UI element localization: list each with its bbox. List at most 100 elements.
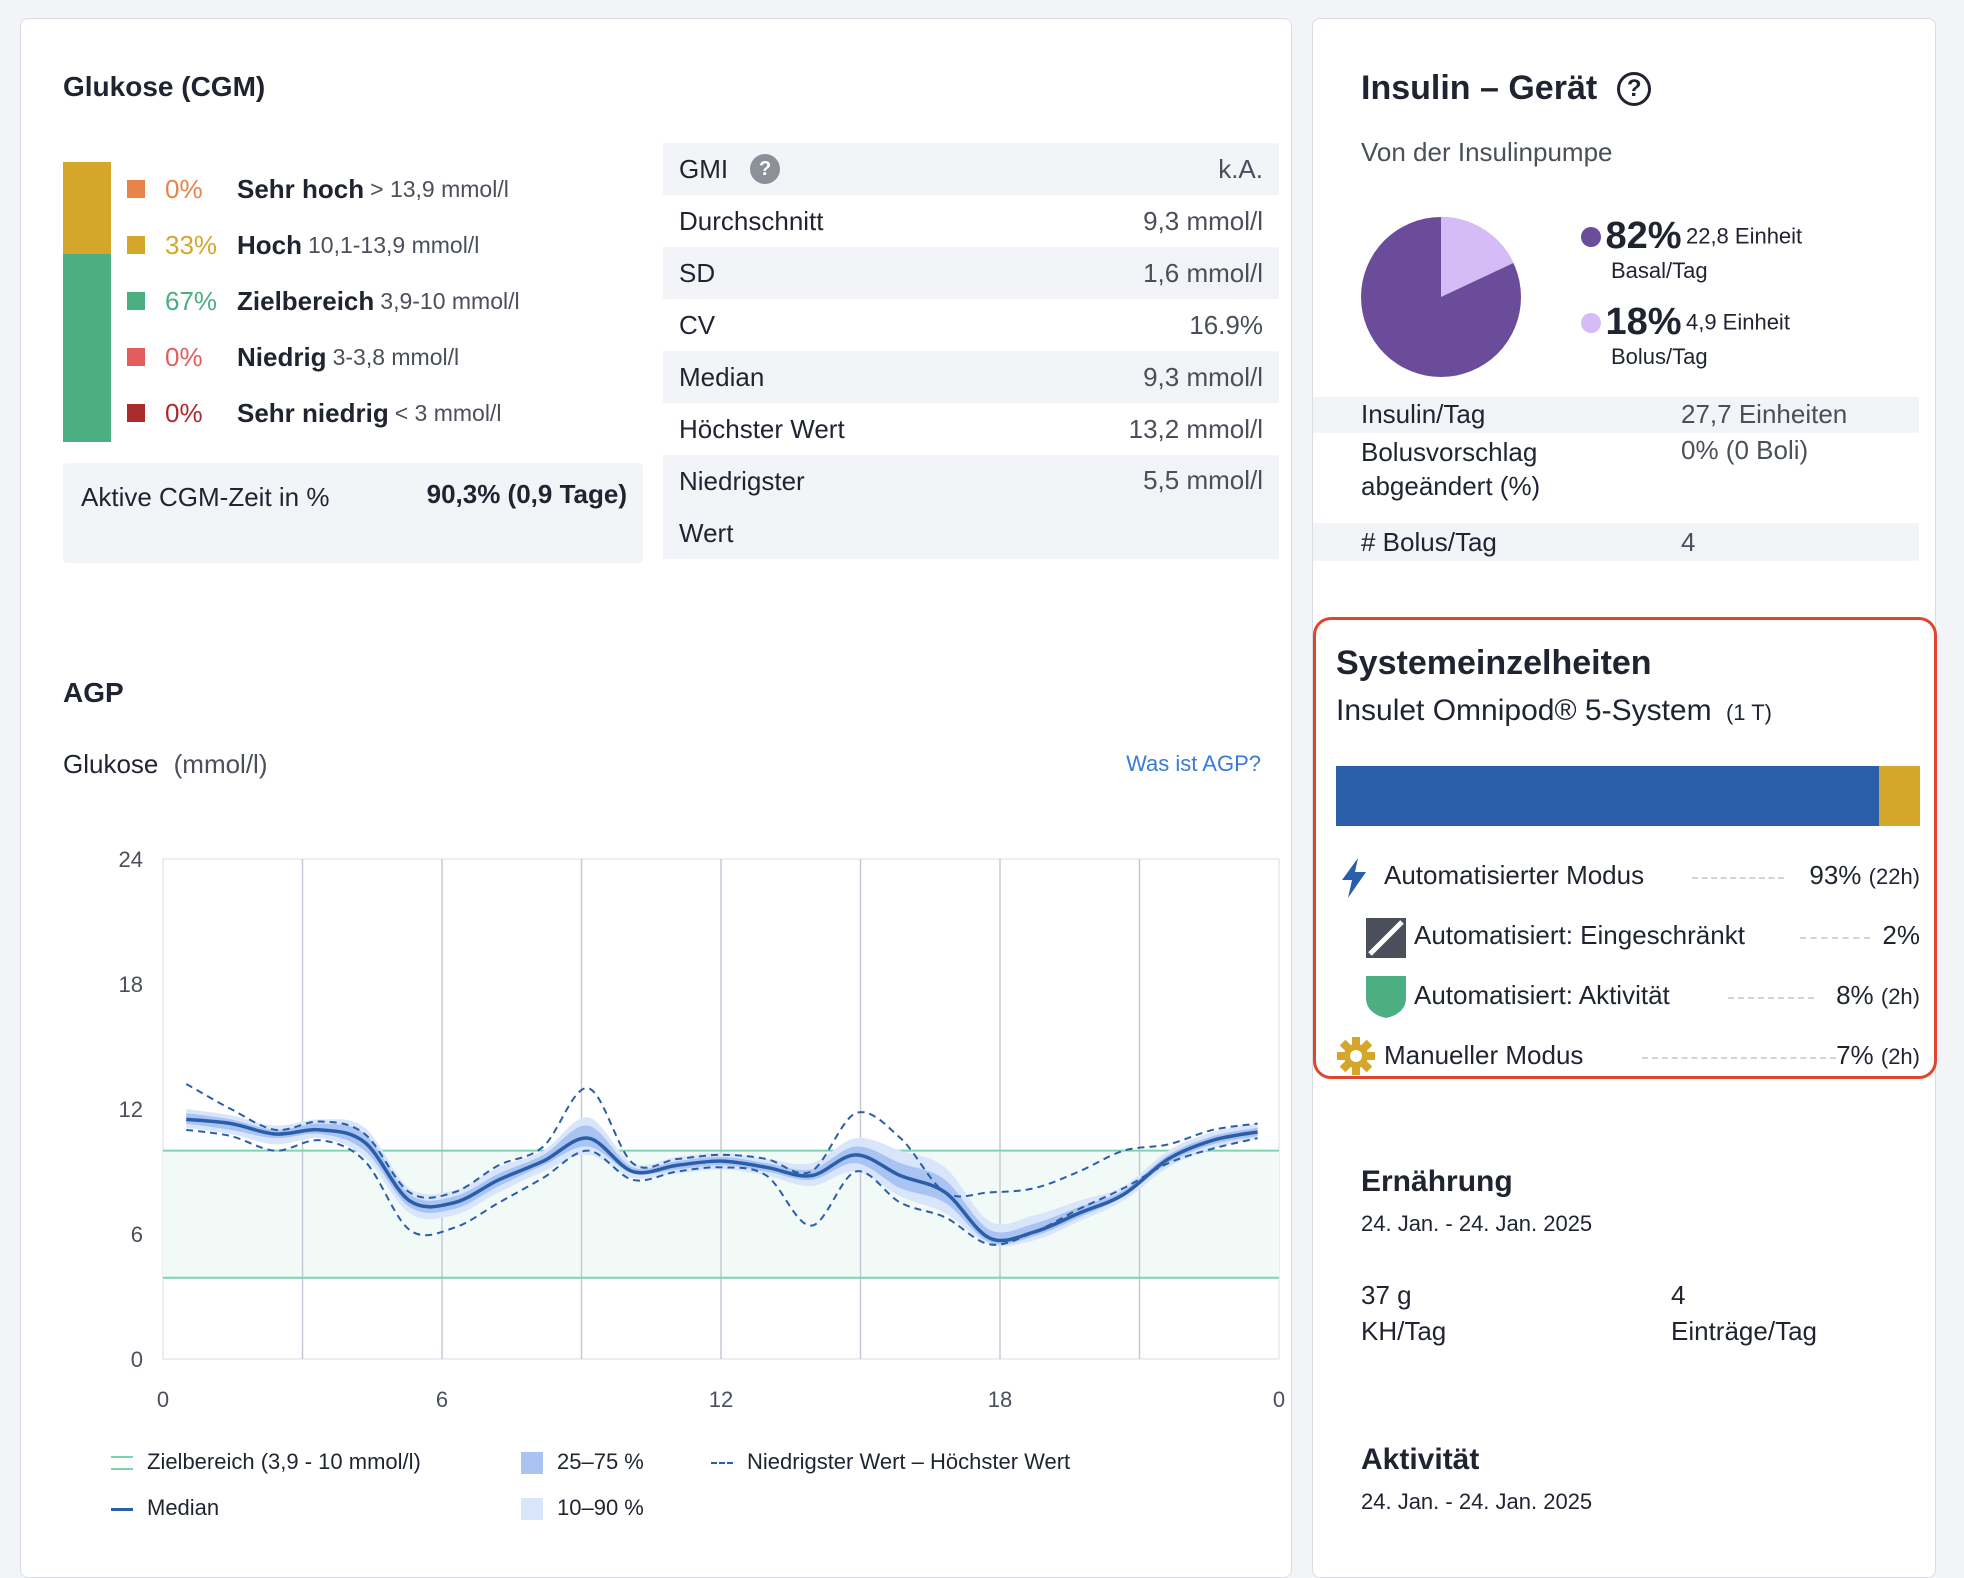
stats-label: SD [679, 257, 716, 288]
legend-p10-90-swatch [521, 1498, 543, 1521]
nutrition-carbs-value: 37 g [1361, 1280, 1412, 1310]
tir-segment-high [63, 162, 111, 255]
range-label: Zielbereich [237, 285, 375, 316]
range-value: > 13,9 mmol/l [370, 175, 509, 202]
y-tick-label: 6 [131, 1222, 143, 1247]
pie-slice-bolus [1441, 217, 1514, 297]
mode-dur-activity: (2h) [1880, 984, 1920, 1009]
mode-row-limited: Automatisiert: Eingeschränkt 2% [1336, 916, 1920, 958]
y-tick-label: 12 [119, 1097, 143, 1122]
stats-value: 5,5 mmol/l [1143, 465, 1263, 495]
what-is-agp-link[interactable]: Was ist AGP? [1126, 751, 1261, 776]
nutrition-title: Ernährung [1361, 1165, 1513, 1198]
basal-legend: 82% 22,8 Einheit Basal/Tag [1581, 215, 1802, 284]
band-10-90 [186, 1109, 1258, 1247]
legend-minmax-swatch [711, 1462, 733, 1465]
insulin-row-stripe-1 [1313, 397, 1919, 433]
gear-icon [1337, 1037, 1375, 1075]
insulin-table: Insulin/Tag 27,7 Einheiten Bolusvorschla… [1313, 397, 1919, 561]
insulin-row-value-2: 0% (0 Boli) [1681, 435, 1809, 465]
agp-ylabel: Glukose (mmol/l) [63, 749, 268, 780]
legend-target-swatch [111, 1456, 133, 1471]
mode-pct-activity: 8% [1836, 980, 1874, 1010]
mode-pct-automated: 93% [1809, 860, 1862, 890]
agp-ylabel-bold: Glukose [63, 749, 159, 779]
activity-title: Aktivität [1361, 1443, 1480, 1476]
stats-label-wrap: GMI? [679, 154, 781, 185]
bolus-amount: 4,9 Einheit [1685, 309, 1790, 335]
range-swatch [127, 236, 145, 254]
system-details-panel: Systemeinzelheiten Insulet Omnipod® 5-Sy… [1313, 617, 1937, 1079]
mode-value-limited: 2% [1882, 920, 1920, 951]
legend-median: Median [111, 1495, 219, 1521]
insulin-title-text: Insulin – Gerät [1361, 69, 1598, 107]
range-swatch [127, 348, 145, 366]
stats-value: 1,6 mmol/l [1143, 257, 1263, 288]
mode-usage-bar [1336, 766, 1920, 826]
insulin-pie-chart [1361, 217, 1521, 377]
tir-segment-target [63, 254, 111, 442]
x-tick-label: 18 [988, 1387, 1012, 1412]
basal-amount: 22,8 Einheit [1685, 223, 1803, 249]
mode-value-manual: 7% (2h) [1836, 1040, 1920, 1071]
bolus-dot [1581, 312, 1601, 333]
x-tick-label: 6 [436, 1387, 448, 1412]
x-tick-label: 0 [157, 1387, 169, 1412]
bolus-label: Bolus/Tag [1611, 344, 1708, 369]
agp-legend: Zielbereich (3,9 - 10 mmol/l) Median 25–… [111, 1449, 1211, 1539]
basal-label: Basal/Tag [1611, 258, 1708, 283]
stats-row: Durchschnitt 9,3 mmol/l [663, 195, 1279, 247]
mode-pct-limited: 2% [1882, 920, 1920, 950]
mode-bar-manual [1879, 766, 1920, 826]
nutrition-date: 24. Jan. - 24. Jan. 2025 [1361, 1211, 1593, 1236]
lightning-icon [1342, 858, 1366, 898]
range-value: 3-3,8 mmol/l [332, 343, 460, 370]
nutrition-carbs: 37 g KH/Tag [1361, 1277, 1446, 1349]
legend-iqr-swatch [521, 1452, 543, 1475]
stats-value: 9,3 mmol/l [1143, 205, 1263, 236]
stats-value: 9,3 mmol/l [1143, 361, 1263, 392]
range-item: 67% Zielbereich 3,9-10 mmol/l [127, 283, 520, 319]
x-tick-label: 12 [709, 1387, 733, 1412]
range-item: 33% Hoch 10,1-13,9 mmol/l [127, 227, 479, 263]
nutrition-carbs-label: KH/Tag [1361, 1316, 1447, 1346]
range-value: 3,9-10 mmol/l [380, 287, 520, 314]
range-item: 0% Sehr niedrig < 3 mmol/l [127, 395, 501, 431]
series-median-line [186, 1117, 1258, 1243]
stats-row: CV 16.9% [663, 299, 1279, 351]
shield-icon [1366, 976, 1406, 1018]
insulin-title: Insulin – Gerät ? [1361, 69, 1652, 108]
legend-minmax-label: Niedrigster Wert – Höchster Wert [747, 1449, 1071, 1474]
legend-target: Zielbereich (3,9 - 10 mmol/l) [111, 1449, 421, 1475]
gmi-help-icon[interactable]: ? [750, 154, 781, 184]
stats-row: Niedrigster Wert 5,5 mmol/l [663, 455, 1279, 559]
bolus-legend: 18% 4,9 Einheit Bolus/Tag [1581, 301, 1790, 370]
range-label: Hoch [237, 229, 302, 260]
stats-row: Höchster Wert 13,2 mmol/l [663, 403, 1279, 455]
agp-ylabel-unit: (mmol/l) [173, 749, 268, 779]
glucose-card: Glukose (CGM) 0% Sehr hoch > 13,9 mmol/l 33… [20, 18, 1292, 1578]
stats-label: CV [679, 309, 716, 340]
stats-value: 16.9% [1189, 309, 1263, 340]
mode-dash-automated [1692, 877, 1784, 879]
mode-dash-manual [1642, 1057, 1836, 1059]
mode-bar-automated [1336, 766, 1880, 826]
mode-label-activity: Automatisiert: Aktivität [1414, 980, 1670, 1010]
insulin-row-label-2: Bolusvorschlag abgeändert (%) [1361, 437, 1541, 501]
help-icon[interactable]: ? [1617, 71, 1652, 106]
nutrition-entries: 4 Einträge/Tag [1671, 1277, 1817, 1349]
range-swatch [127, 180, 145, 198]
range-pct: 33% [165, 229, 218, 260]
insulin-row-stripe-3 [1313, 523, 1919, 561]
stats-table: GMI? k.A. Durchschnitt 9,3 mmol/l SD 1,6 mmol… [663, 143, 1279, 583]
stats-label: Durchschnitt [679, 205, 824, 236]
stats-value: 13,2 mmol/l [1128, 413, 1263, 444]
range-label: Niedrig [237, 341, 327, 372]
agp-title: AGP [63, 677, 124, 708]
legend-iqr: 25–75 % [521, 1449, 644, 1475]
system-device-name: Insulet Omnipod® 5-System [1336, 694, 1712, 727]
stats-label: Niedrigster Wert [679, 466, 805, 548]
insulin-row-label-1: Insulin/Tag [1361, 399, 1486, 429]
y-tick-label: 0 [131, 1347, 143, 1372]
range-pct: 0% [165, 341, 203, 372]
